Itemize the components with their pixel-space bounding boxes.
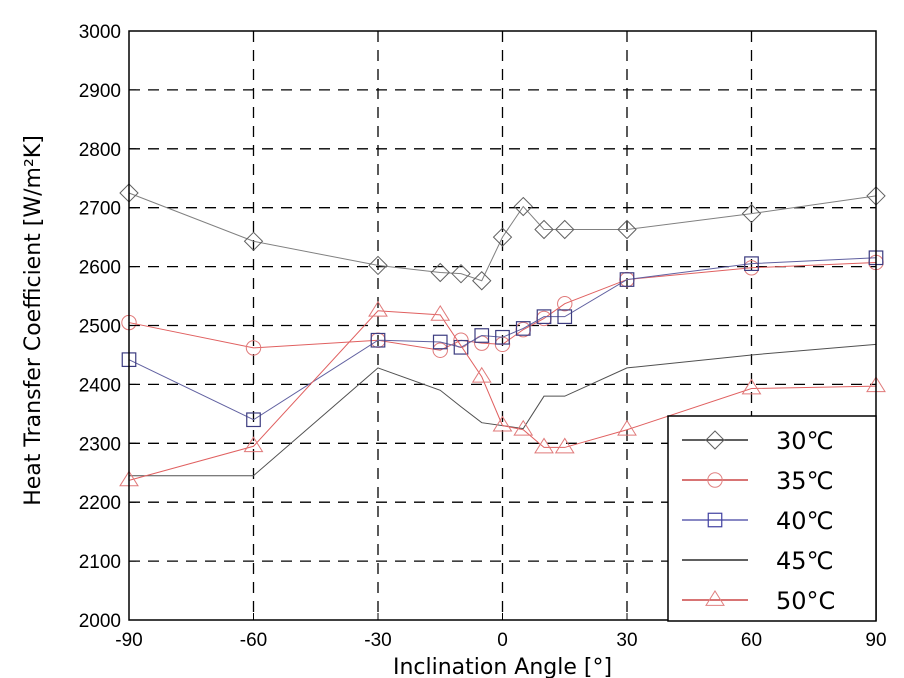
square-marker: [432, 334, 448, 350]
diamond-marker: [243, 231, 264, 251]
x-tick-label: -90: [115, 630, 142, 651]
square-marker: [474, 328, 490, 343]
legend-item: 45℃: [682, 547, 834, 575]
data-series: [119, 183, 886, 487]
x-tick-label: 60: [741, 630, 762, 651]
series-line: [128, 192, 877, 282]
circle-marker: [557, 296, 573, 312]
triangle-marker: [471, 366, 492, 383]
square-marker: [557, 309, 573, 325]
diamond-marker: [534, 219, 554, 240]
diamond-marker: [705, 430, 725, 450]
square-marker: [246, 412, 261, 428]
legend-item: 35℃: [682, 467, 834, 495]
square-marker: [453, 339, 469, 355]
series-50°C: [119, 300, 886, 487]
legend-item: 50°C: [682, 587, 835, 615]
grid-lines: [129, 31, 876, 620]
diamond-marker: [617, 219, 637, 240]
diamond-marker: [451, 263, 471, 284]
legend-item: 40℃: [682, 507, 834, 535]
triangle-marker: [741, 378, 762, 395]
legend-label: 35℃: [776, 467, 834, 495]
x-tick-label: 30: [616, 630, 637, 651]
y-tick-label: 2400: [79, 375, 121, 396]
triangle-marker: [513, 419, 534, 436]
square-marker: [744, 256, 759, 272]
legend-label: 50°C: [776, 587, 835, 615]
y-tick-label: 2700: [79, 199, 121, 220]
circle-marker: [432, 342, 448, 358]
y-tick-label: 2200: [79, 493, 121, 514]
triangle-marker: [492, 415, 513, 432]
legend-box: [667, 415, 877, 622]
legend: 30℃ 35℃ 40℃ 45℃ 50°C: [667, 415, 877, 622]
diamond-marker: [513, 196, 533, 217]
triangle-marker: [554, 437, 575, 454]
y-tick-label: 2900: [79, 81, 121, 102]
triangle-marker: [705, 590, 725, 606]
x-axis-tick-labels: -90 -60 -30 0 30 60 90: [115, 630, 886, 651]
diamond-marker: [430, 262, 450, 283]
legend-item: 30℃: [682, 427, 834, 455]
y-tick-label: 2500: [79, 317, 121, 338]
x-tick-label: 90: [865, 630, 886, 651]
diamond-marker: [472, 271, 492, 291]
circle-marker: [245, 340, 262, 356]
square-marker: [536, 309, 552, 325]
x-tick-label: 0: [497, 630, 508, 651]
y-tick-label: 2800: [79, 140, 121, 161]
triangle-marker: [617, 419, 637, 436]
y-tick-label: 2600: [79, 258, 121, 279]
series-line: [128, 310, 877, 481]
triangle-marker: [368, 300, 388, 317]
x-tick-label: -30: [364, 630, 391, 651]
x-axis-title: Inclination Angle [°]: [393, 655, 612, 678]
square-marker: [495, 329, 510, 345]
square-marker: [370, 332, 386, 348]
legend-label: 45℃: [776, 547, 834, 575]
y-axis-tick-labels: 2000 2100 2200 2300 2400 2500 2600 2700 2800 2900…: [79, 22, 121, 632]
axis-ticks: [128, 30, 877, 621]
y-tick-label: 2100: [79, 552, 121, 573]
series-line: [128, 257, 877, 421]
legend-label: 30℃: [776, 427, 834, 455]
legend-label: 40℃: [776, 507, 834, 535]
triangle-marker: [534, 437, 554, 454]
square-marker: [515, 321, 531, 336]
y-tick-label: 2300: [79, 434, 121, 455]
y-tick-label: 2000: [79, 611, 121, 632]
diamond-marker: [368, 255, 388, 276]
x-tick-label: -60: [240, 630, 267, 651]
triangle-marker: [430, 304, 451, 321]
square-marker: [619, 272, 635, 287]
diamond-marker: [555, 219, 575, 240]
triangle-marker: [243, 436, 264, 453]
diamond-marker: [492, 227, 513, 247]
y-tick-label: 3000: [79, 22, 121, 43]
series-30℃: [119, 183, 886, 291]
diamond-marker: [741, 203, 762, 224]
square-marker: [707, 512, 723, 528]
circle-marker: [707, 472, 723, 488]
y-axis-title: Heat Transfer Coefficient [W/m²K]: [21, 135, 46, 506]
